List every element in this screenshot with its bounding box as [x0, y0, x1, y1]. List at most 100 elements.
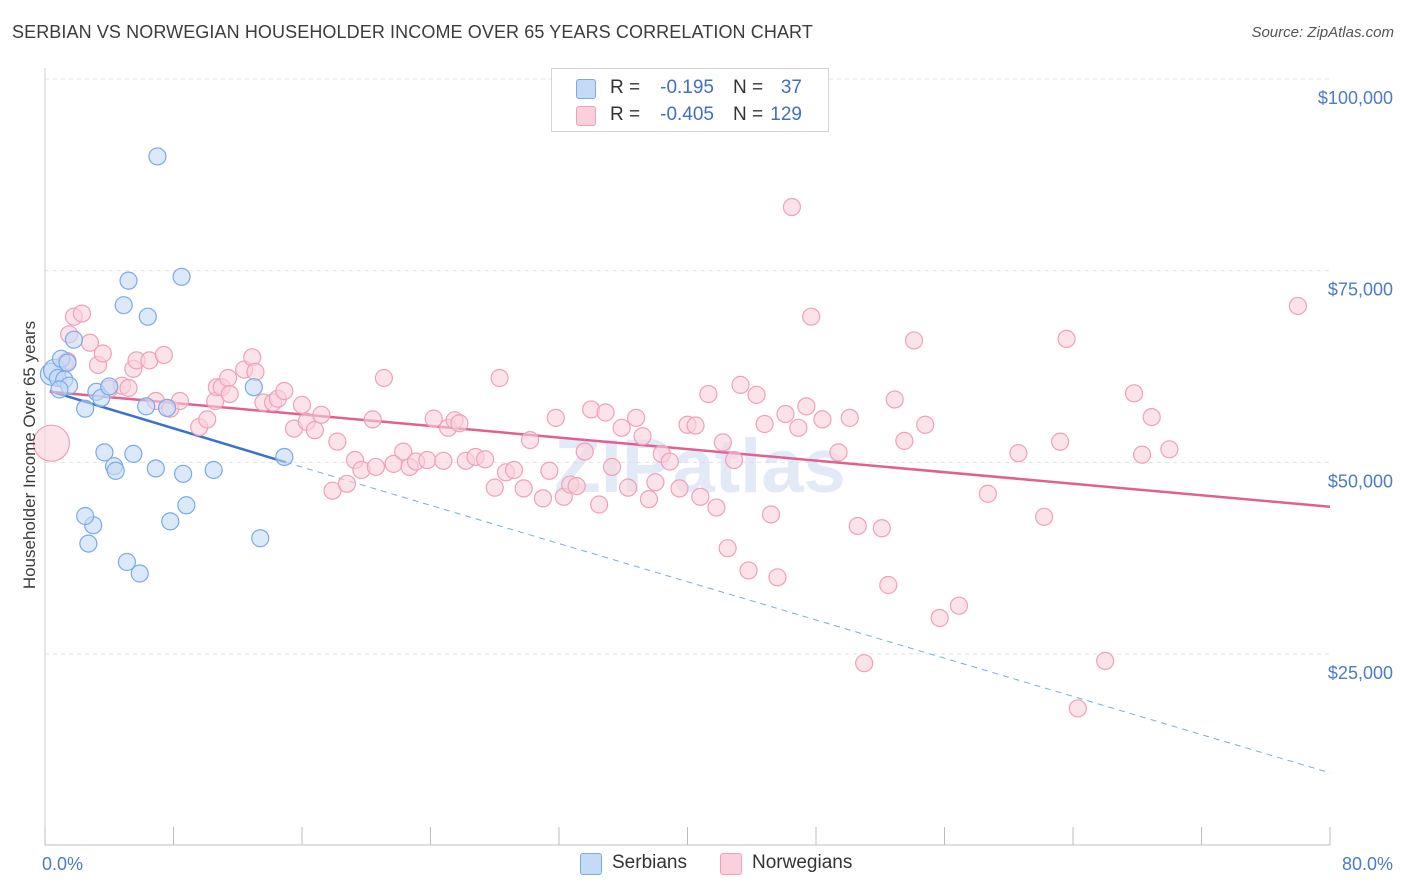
norwegian-point: [848, 516, 867, 536]
y-tick-labels: $25,000 $50,000 $75,000 $100,000: [1318, 88, 1393, 683]
norwegian-point: [1009, 444, 1028, 463]
norwegian-point: [219, 368, 238, 388]
r-label: R =: [610, 77, 641, 98]
norwegian-point: [755, 414, 774, 434]
serbian-point: [172, 267, 191, 286]
norwegian-point: [789, 418, 808, 437]
serbian-point: [161, 512, 180, 531]
norwegian-point: [450, 414, 469, 433]
n-value: 129: [770, 104, 802, 125]
norwegian-point: [366, 457, 385, 477]
norwegian-point: [739, 561, 758, 580]
norwegian-point: [363, 410, 382, 429]
serbian-point: [137, 397, 156, 416]
norwegian-point: [1124, 384, 1144, 403]
axes: [44, 68, 1331, 846]
y-tick-label: $75,000: [1328, 280, 1393, 300]
norwegian-point: [590, 495, 609, 514]
norwegian-point: [802, 307, 821, 326]
norwegian-point: [872, 519, 891, 538]
serbian-point: [244, 378, 263, 397]
norwegian-point: [855, 654, 874, 673]
norwegian-point: [1034, 507, 1054, 526]
norwegian-point: [646, 473, 665, 492]
norwegian-point: [476, 450, 495, 469]
norwegian-point: [504, 460, 524, 480]
norwegian-point: [776, 404, 795, 424]
norwegian-point: [546, 408, 565, 427]
serbian-point: [177, 496, 196, 515]
norwegian-point: [829, 443, 848, 462]
norwegian-point: [660, 452, 679, 471]
norwegian-point: [639, 490, 659, 509]
x-tick-label: 80.0%: [1342, 854, 1393, 874]
norwegian-point: [768, 568, 787, 587]
norwegian-point: [633, 427, 652, 446]
serbian-point: [124, 444, 143, 463]
norwegian-point: [119, 378, 138, 398]
serbian-point: [58, 353, 77, 372]
norwegian-point: [713, 433, 732, 452]
norwegian-point: [885, 390, 904, 409]
serbians-legend-label: Serbians: [612, 852, 687, 873]
r-label: R =: [610, 104, 641, 125]
norwegians-legend-swatch: [720, 853, 742, 875]
norwegian-point: [670, 479, 689, 498]
norwegian-point: [323, 481, 342, 500]
norwegian-point: [514, 479, 533, 498]
serbians-legend-swatch: [580, 853, 602, 875]
serbian-point: [50, 380, 69, 399]
chart-title: SERBIAN VS NORWEGIAN HOUSEHOLDER INCOME …: [12, 22, 813, 42]
norwegian-point: [761, 505, 781, 524]
chart-source: Source: ZipAtlas.com: [1251, 24, 1394, 41]
serbian-point: [174, 464, 193, 483]
norwegian-point: [879, 575, 898, 595]
norwegian-point: [424, 409, 443, 428]
norwegian-point: [904, 331, 924, 350]
serbian-point: [204, 460, 223, 480]
n-label: N =: [733, 77, 764, 98]
norwegian-point: [747, 385, 766, 404]
norwegian-point: [618, 478, 638, 497]
norwegian-point: [707, 498, 726, 517]
r-value: -0.405: [660, 104, 714, 125]
x-tick-label: 0.0%: [42, 854, 83, 874]
norwegian-point: [93, 344, 112, 363]
norwegian-point: [1068, 699, 1087, 718]
norwegian-point: [575, 442, 594, 461]
y-tick-label: $25,000: [1328, 663, 1393, 683]
norwegian-point: [813, 410, 832, 429]
legend-row-serbians: R = -0.195 N = 37: [552, 75, 828, 103]
serbian-point: [100, 377, 119, 396]
norwegian-point: [312, 405, 331, 424]
y-tick-label: $50,000: [1328, 471, 1393, 491]
serbian-trend-extension: [285, 461, 1331, 774]
serbian-point: [76, 506, 95, 526]
serbians-swatch: [576, 79, 596, 99]
norwegian-point: [840, 408, 859, 427]
norwegian-point: [72, 304, 92, 323]
serbian-point: [157, 398, 177, 417]
legend-row-norwegians: R = -0.405 N = 129: [552, 102, 828, 130]
norwegian-point: [602, 457, 622, 477]
norwegian-point: [434, 451, 453, 470]
x-tick-labels: 0.0% 80.0%: [42, 854, 1393, 874]
norwegian-point: [337, 474, 357, 493]
norwegian-point: [220, 385, 239, 404]
n-label: N =: [733, 104, 764, 125]
serbian-point: [146, 459, 165, 478]
n-value: 37: [780, 77, 802, 98]
norwegian-point: [626, 408, 646, 427]
y-axis-title: Householder Income Over 65 years: [20, 321, 39, 589]
serbian-point: [130, 564, 149, 583]
norwegian-point: [1288, 296, 1307, 316]
norwegian-point: [1057, 329, 1076, 348]
serbian-point: [106, 461, 125, 480]
norwegian-point: [292, 395, 312, 414]
serbian-point: [138, 307, 157, 326]
serbian-point: [114, 296, 133, 315]
serbian-point: [79, 534, 98, 553]
norwegian-point: [930, 608, 949, 628]
serbian-point: [76, 399, 95, 418]
norwegian-point: [485, 478, 504, 497]
